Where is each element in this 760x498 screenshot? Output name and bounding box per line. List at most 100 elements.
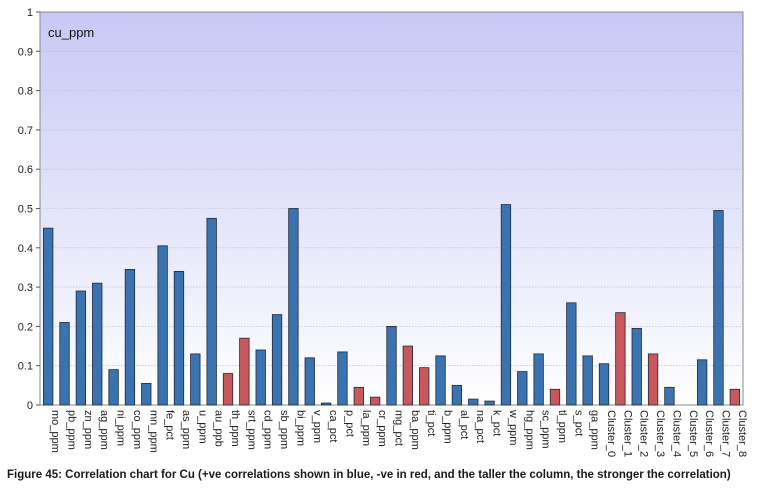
- x-tick-label: p_pct: [343, 410, 355, 437]
- x-tick-label: th_ppm: [229, 410, 241, 447]
- x-tick-label: ag_ppm: [98, 410, 110, 450]
- bar-bi_ppm: [288, 208, 299, 406]
- bar-ca_pct: [320, 402, 332, 406]
- bar-co_ppm: [124, 269, 136, 406]
- x-tick-label: Cluster_0: [605, 410, 617, 457]
- y-tick-label: 0.6: [18, 164, 33, 176]
- x-tick-label: Cluster_4: [670, 410, 682, 457]
- x-tick-label: ga_ppm: [589, 410, 601, 450]
- figure-caption: Figure 45: Correlation chart for Cu (+ve…: [7, 469, 731, 481]
- x-tick-label: ca_pct: [327, 410, 339, 442]
- bar-pb_ppm: [59, 322, 70, 406]
- x-tick-label: ba_ppm: [409, 410, 421, 450]
- y-axis-ticks: 0 0.1 0.2 0.3 0.4 0.5 0.6 0.7 0.8 0.9 1: [18, 7, 40, 412]
- x-tick-label: k_pct: [491, 410, 503, 436]
- y-tick-label: 0.4: [18, 243, 33, 255]
- x-tick-label: mg_pct: [393, 410, 405, 446]
- correlation-chart: 0 0.1 0.2 0.3 0.4 0.5 0.6 0.7 0.8 0.9 1 mo_ppm pb_p…: [18, 7, 748, 457]
- x-tick-label: ni_ppm: [115, 410, 127, 446]
- bar-Cluster_0: [598, 363, 610, 406]
- x-tick-label: Cluster_1: [621, 410, 633, 457]
- bar-Cluster_1: [615, 312, 626, 406]
- bars: [43, 204, 740, 406]
- x-tick-label: al_pct: [458, 410, 470, 439]
- bar-hg_ppm: [517, 371, 528, 406]
- bar-v_ppm: [304, 357, 315, 406]
- y-tick-label: 0.1: [18, 361, 33, 373]
- x-tick-label: w_ppm: [507, 409, 519, 445]
- bar-sb_ppm: [271, 314, 283, 406]
- y-tick-label: 0.2: [18, 321, 33, 333]
- bar-Cluster_2: [631, 327, 642, 406]
- chart-title: cu_ppm: [48, 25, 94, 40]
- bar-Cluster_6: [696, 359, 708, 406]
- bar-Cluster_7: [713, 210, 724, 406]
- bar-u_ppm: [190, 353, 201, 406]
- x-axis-labels: mo_ppm pb_ppm zn_ppm ag_ppm ni_ppm co_ppm mn_p…: [49, 409, 748, 457]
- x-tick-label: Cluster_3: [654, 410, 666, 457]
- x-tick-label: v_ppm: [311, 410, 323, 443]
- bar-mg_pct: [386, 325, 397, 406]
- x-tick-label: tl_ppm: [556, 410, 568, 443]
- bar-ba_ppm: [402, 345, 413, 406]
- bar-Cluster_8: [729, 388, 740, 406]
- bar-p_pct: [337, 351, 348, 406]
- bar-as_ppm: [173, 270, 185, 406]
- y-tick-label: 0.7: [18, 125, 33, 137]
- x-tick-label: mn_ppm: [147, 410, 159, 453]
- bar-Cluster_4: [664, 386, 675, 406]
- x-tick-label: Cluster_8: [736, 410, 748, 457]
- bar-ni_ppm: [108, 369, 119, 406]
- bar-tl_ppm: [549, 388, 561, 406]
- x-tick-label: au_ppb: [213, 410, 225, 447]
- bar-al_pct: [451, 384, 463, 406]
- x-tick-label: ti_pct: [425, 410, 437, 436]
- bar-cd_ppm: [255, 349, 266, 406]
- bar-fe_pct: [157, 245, 168, 406]
- x-tick-label: Cluster_7: [719, 410, 731, 457]
- y-tick-label: 1: [27, 7, 33, 19]
- bar-la_ppm: [353, 386, 364, 406]
- bar-srt_ppm: [239, 337, 250, 406]
- bar-th_ppm: [222, 373, 234, 406]
- x-tick-label: fe_pct: [164, 410, 176, 440]
- bar-w_ppm: [500, 204, 512, 406]
- x-tick-label: Cluster_5: [687, 410, 699, 457]
- y-tick-label: 0.3: [18, 282, 33, 294]
- x-tick-label: as_ppm: [180, 410, 192, 449]
- y-tick-label: 0.8: [18, 86, 33, 98]
- bar-mn_ppm: [141, 382, 152, 406]
- x-tick-label: Cluster_2: [638, 410, 650, 457]
- x-tick-label: bi_ppm: [294, 410, 306, 446]
- bar-s_pct: [566, 302, 577, 406]
- x-tick-label: srt_ppm: [245, 410, 257, 450]
- bar-au_ppb: [206, 217, 217, 406]
- grid-lines: [40, 50, 743, 367]
- x-tick-label: s_pct: [572, 410, 584, 436]
- bar-cr_ppm: [370, 396, 381, 406]
- x-tick-label: cd_ppm: [262, 410, 274, 449]
- x-tick-label: u_ppm: [196, 410, 208, 444]
- x-tick-label: Cluster_6: [703, 410, 715, 457]
- bar-sc_ppm: [533, 353, 544, 406]
- x-tick-label: na_pct: [474, 410, 486, 443]
- y-tick-label: 0: [27, 400, 33, 412]
- bar-zn_ppm: [75, 290, 87, 406]
- x-tick-label: hg_ppm: [523, 410, 535, 450]
- bar-ga_ppm: [582, 355, 593, 406]
- bar-k_pct: [484, 400, 495, 406]
- bar-ag_ppm: [92, 282, 103, 406]
- x-tick-label: zn_ppm: [82, 410, 94, 449]
- x-tick-label: b_ppm: [442, 410, 454, 444]
- x-tick-label: sc_ppm: [540, 410, 552, 449]
- x-tick-label: pb_ppm: [66, 410, 78, 450]
- bar-ti_pct: [419, 367, 430, 406]
- x-tick-label: co_ppm: [131, 410, 143, 449]
- x-tick-label: mo_ppm: [49, 410, 61, 453]
- x-tick-label: sb_ppm: [278, 410, 290, 449]
- x-tick-label: la_ppm: [360, 410, 372, 446]
- bar-na_pct: [468, 398, 479, 406]
- y-tick-label: 0.5: [18, 204, 33, 216]
- bar-mo_ppm: [43, 227, 54, 406]
- bar-b_ppm: [435, 355, 446, 406]
